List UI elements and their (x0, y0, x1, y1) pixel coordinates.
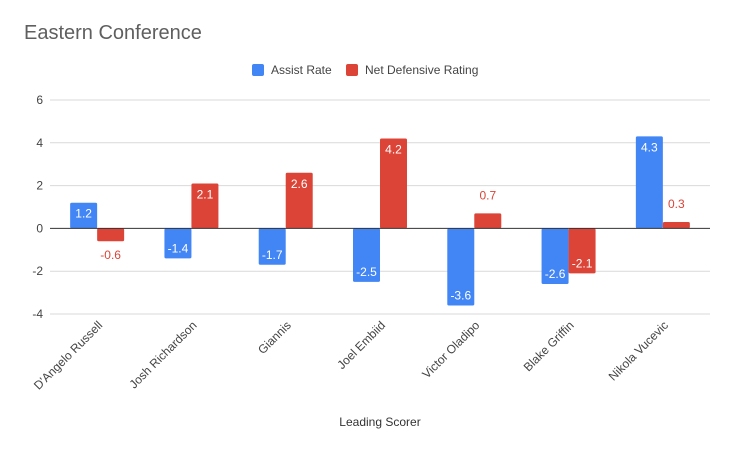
data-label: 2.1 (197, 187, 214, 201)
x-tick-label: Giannis (255, 318, 294, 357)
bar (70, 202, 98, 229)
data-label: -1.7 (262, 248, 283, 262)
data-label: -0.6 (100, 248, 121, 262)
data-label: 4.3 (641, 140, 658, 154)
legend-swatch (252, 64, 264, 76)
y-tick-label: -4 (32, 307, 43, 321)
bar (285, 172, 313, 229)
y-tick-label: 0 (36, 221, 43, 235)
bar (541, 228, 569, 285)
data-label: -2.1 (572, 256, 593, 270)
data-label: 4.2 (385, 143, 402, 157)
data-label: -2.6 (545, 267, 566, 281)
bar (353, 228, 380, 282)
legend-swatch (346, 64, 358, 76)
y-tick-label: 6 (36, 93, 43, 107)
bar (662, 221, 690, 229)
data-label: 1.2 (75, 207, 92, 221)
bar (635, 136, 663, 229)
chart-title: Eastern Conference (24, 22, 202, 44)
data-label: -1.4 (168, 241, 189, 255)
bar (568, 228, 596, 274)
x-tick-label: Blake Griffin (521, 318, 577, 374)
x-tick-label: Josh Richardson (126, 318, 199, 391)
data-label: 0.3 (668, 197, 685, 211)
x-tick-label: Nikola Vucevic (606, 318, 671, 383)
bar (474, 213, 502, 229)
legend-label: Net Defensive Rating (365, 63, 478, 77)
bar (97, 228, 125, 242)
legend-label: Assist Rate (271, 63, 332, 77)
y-tick-label: -2 (32, 264, 43, 278)
data-label: -2.5 (356, 265, 377, 279)
bar (258, 228, 286, 265)
data-label: 2.6 (291, 177, 308, 191)
bar (447, 228, 475, 306)
bar (164, 228, 192, 259)
bar (380, 138, 407, 229)
x-tick-label: Victor Oladipo (419, 318, 482, 381)
bar (191, 183, 219, 229)
data-label: -3.6 (450, 288, 471, 302)
x-axis-label: Leading Scorer (339, 415, 420, 429)
y-tick-label: 2 (36, 179, 43, 193)
y-tick-label: 4 (36, 136, 43, 150)
data-label: 0.7 (479, 188, 496, 202)
x-tick-label: Joel Embiid (334, 318, 388, 372)
x-tick-label: D'Angelo Russell (31, 318, 105, 392)
